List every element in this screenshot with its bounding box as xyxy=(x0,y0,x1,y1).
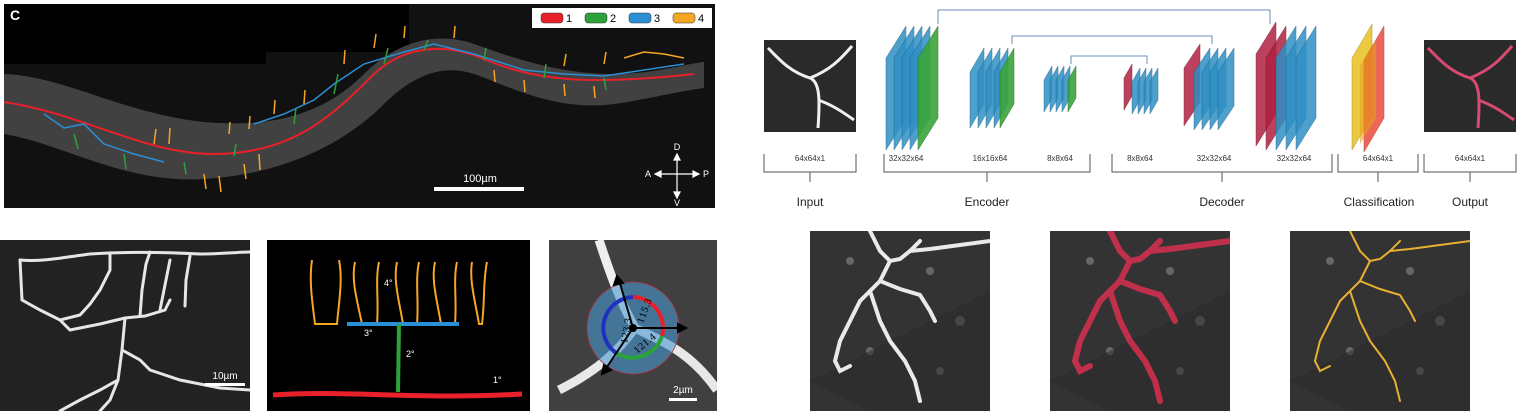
schematic-drawing: 4° 3° 2° 1° xyxy=(267,240,530,411)
stage-label-classification: Classification xyxy=(1343,195,1415,209)
worm-image: C 1 2 3 4 100µm D V A P xyxy=(4,4,715,208)
encoder-block-3 xyxy=(1043,65,1077,113)
angle-panel: 115.3 123.3 121.4 2µm xyxy=(549,240,717,411)
label-secondary: 2° xyxy=(406,349,415,359)
legend-label-3: 3 xyxy=(654,13,660,25)
legend-label-1: 1 xyxy=(566,13,572,25)
encoder-block-1 xyxy=(885,25,939,151)
scale-bar-label: 100µm xyxy=(463,173,497,185)
dim-decoder-3: 8x8x64 xyxy=(1127,154,1153,163)
skeleton-crop-image xyxy=(1290,231,1470,411)
label-tertiary: 3° xyxy=(364,328,373,338)
closeup-image-panel: 10µm xyxy=(0,240,250,411)
dim-decoder-1: 32x32x64 xyxy=(1276,154,1312,163)
raw-crop-image xyxy=(810,231,990,411)
encoder-block-2 xyxy=(969,47,1015,129)
legend-label-2: 2 xyxy=(610,13,616,25)
panel-letter: C xyxy=(10,7,20,23)
orientation-compass xyxy=(653,152,701,200)
label-quaternary: 4° xyxy=(384,278,393,288)
axis-dorsal: D xyxy=(674,142,681,152)
dim-input: 64x64x1 xyxy=(794,154,826,163)
unet-drawing xyxy=(763,9,1517,182)
stage-label-decoder: Decoder xyxy=(1199,195,1245,209)
schematic-panel: 4° 3° 2° 1° xyxy=(267,240,530,411)
scale-bar-label: 2µm xyxy=(673,385,693,396)
stage-label-encoder: Encoder xyxy=(964,195,1010,209)
scale-bar xyxy=(205,383,245,386)
axis-posterior: P xyxy=(703,169,709,179)
legend: 1 2 3 4 xyxy=(532,8,712,28)
dim-encoder-1: 32x32x64 xyxy=(888,154,924,163)
worm-image-panel: C 1 2 3 4 100µm D V A P xyxy=(4,4,715,208)
dim-encoder-2: 16x16x64 xyxy=(972,154,1008,163)
decoder-block-3 xyxy=(1123,63,1159,115)
output-image xyxy=(1424,40,1516,132)
decoder-block-2 xyxy=(1183,43,1235,131)
decoder-block-1 xyxy=(1255,21,1317,151)
label-primary: 1° xyxy=(493,375,502,385)
axis-ventral: V xyxy=(674,198,680,208)
dim-output: 64x64x1 xyxy=(1454,154,1486,163)
input-image xyxy=(764,40,856,132)
angle-label-2: 123.3 xyxy=(620,317,634,344)
segmentation-crop-image xyxy=(1050,231,1230,411)
scale-bar xyxy=(434,187,524,191)
stage-label-output: Output xyxy=(1451,195,1489,209)
angle-image: 115.3 123.3 121.4 2µm xyxy=(549,240,717,411)
classification-block xyxy=(1351,23,1385,153)
closeup-image: 10µm xyxy=(0,240,250,411)
stage-label-input: Input xyxy=(796,195,824,209)
legend-label-4: 4 xyxy=(698,13,704,25)
unet-diagram: 64x64x1 32x32x64 16x16x64 8x8x64 8x8x64 … xyxy=(760,0,1518,225)
axis-anterior: A xyxy=(645,169,651,179)
dim-decoder-2: 32x32x64 xyxy=(1196,154,1232,163)
dim-encoder-3: 8x8x64 xyxy=(1047,154,1073,163)
scale-bar xyxy=(669,398,697,401)
dim-classification: 64x64x1 xyxy=(1362,154,1394,163)
scale-bar-label: 10µm xyxy=(212,371,237,382)
